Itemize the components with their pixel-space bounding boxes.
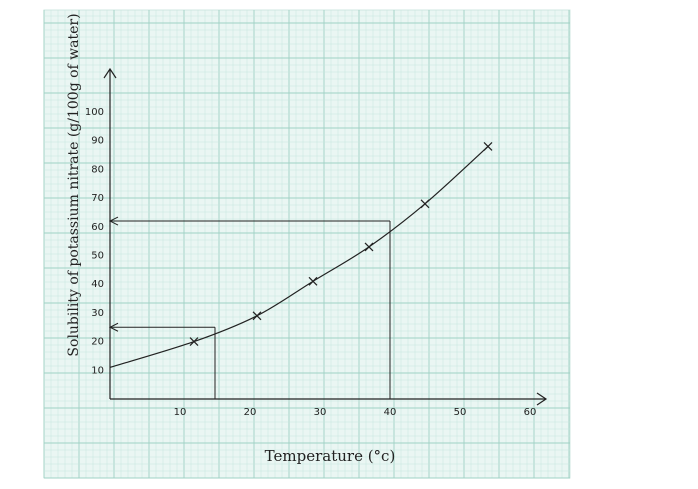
data-point-marker <box>308 276 318 286</box>
y-tick-label: 20 <box>91 337 104 348</box>
y-tick-label: 80 <box>91 164 104 175</box>
axes <box>103 67 548 406</box>
y-axis-label: Solubility of potassium nitrate (g/100g … <box>66 13 82 356</box>
x-tick-label: 20 <box>244 407 257 418</box>
tick-labels: 10 20 30 40 50 60 10 20 30 40 50 60 70 80 90 100 <box>85 107 536 418</box>
x-tick-label: 60 <box>524 407 537 418</box>
x-tick-label: 40 <box>384 407 397 418</box>
y-tick-label: 90 <box>91 136 104 147</box>
graph-paper-background <box>43 9 571 479</box>
x-axis-arrow <box>536 392 548 406</box>
grid <box>43 10 570 479</box>
x-tick-label: 30 <box>314 407 327 418</box>
y-tick-label: 30 <box>91 308 104 319</box>
y-tick-label: 10 <box>91 365 104 376</box>
data-point-marker <box>483 142 493 151</box>
data-markers <box>189 142 493 347</box>
x-tick-label: 50 <box>454 407 467 418</box>
x-tick-label: 10 <box>174 407 187 418</box>
y-tick-label: 100 <box>85 107 104 118</box>
y-tick-label: 50 <box>91 251 104 262</box>
x-axis-label: Temperature (°c) <box>265 447 396 465</box>
reading-lines <box>108 216 391 399</box>
y-tick-label: 70 <box>91 193 104 204</box>
y-tick-label: 40 <box>91 279 104 290</box>
reading-line-arrow <box>108 216 119 226</box>
data-point-marker <box>252 311 262 321</box>
data-point-marker <box>189 337 199 347</box>
data-point-marker <box>364 242 374 252</box>
reading-line-arrow <box>108 322 119 332</box>
data-point-marker <box>420 199 430 209</box>
y-axis-arrow <box>103 67 117 79</box>
y-tick-label: 60 <box>91 222 104 233</box>
